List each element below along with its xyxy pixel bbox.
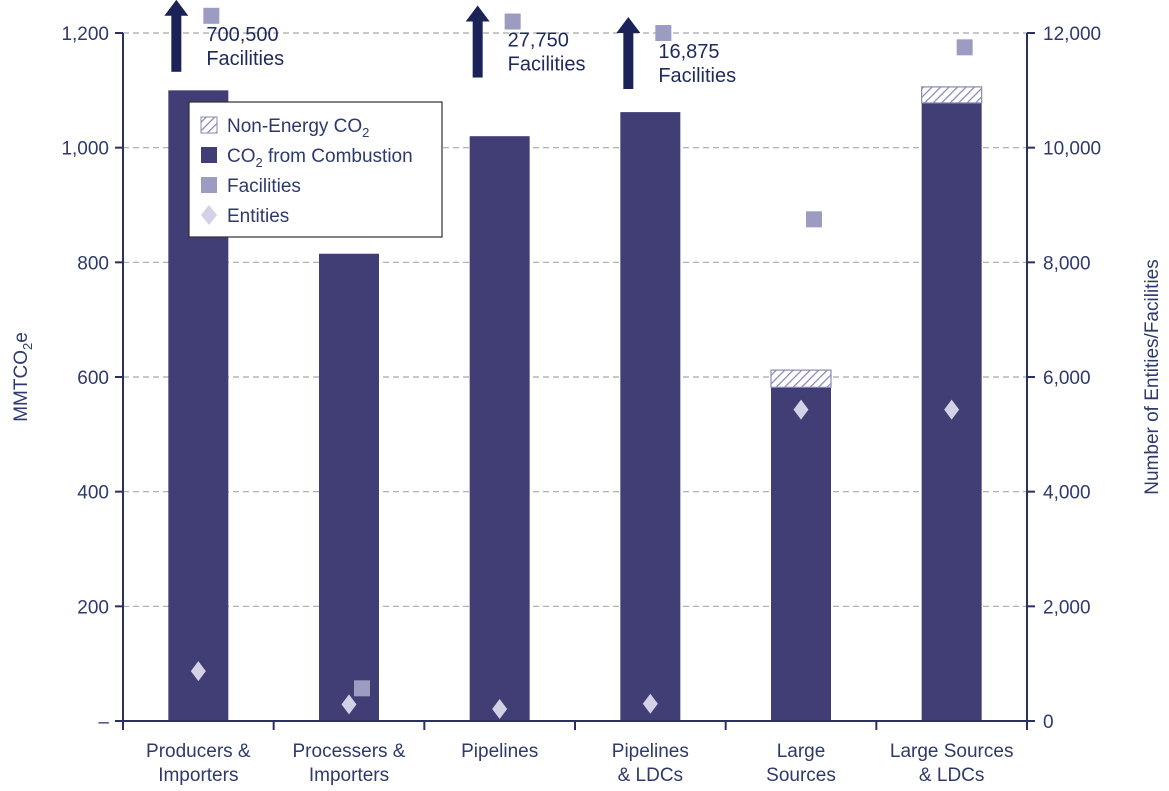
annotation-label: 700,500 xyxy=(206,24,278,46)
legend-label: Non-Energy CO2 xyxy=(227,116,369,140)
entity-marker xyxy=(190,661,206,682)
legend-swatch-diamond xyxy=(201,205,217,225)
entity-marker xyxy=(492,698,508,719)
facility-marker xyxy=(504,13,521,30)
right-tick-label: 0 xyxy=(1043,712,1054,733)
category-label: Processers & xyxy=(293,741,406,762)
category-label: & LDCs xyxy=(618,765,683,786)
annotation-label: 16,875 xyxy=(658,41,719,63)
y2-axis-title: Number of Entities/Facilities xyxy=(1142,259,1163,494)
axes: – 0 200 2,000 400 4,000 600 6,000 800 8,000 1,000 1… xyxy=(11,24,1163,786)
legend-label: Facilities xyxy=(227,176,301,197)
category-label: Large Sources xyxy=(890,741,1014,762)
facility-marker xyxy=(806,211,822,228)
legend: Non-Energy CO2 CO2 from Combustion Facilit… xyxy=(188,101,443,238)
markers xyxy=(190,7,973,719)
category-label: Importers xyxy=(158,765,238,786)
arrow-shaft xyxy=(472,20,483,78)
left-tick-label: 800 xyxy=(77,253,109,274)
legend-label: Entities xyxy=(227,206,289,227)
category-label: Importers xyxy=(309,765,389,786)
up-arrow-icon xyxy=(616,17,641,33)
arrow-shaft xyxy=(171,14,182,72)
arrow-shaft xyxy=(623,32,634,89)
bar-combustion xyxy=(771,387,831,721)
legend-label: CO2 from Combustion xyxy=(227,146,413,170)
right-tick-label: 10,000 xyxy=(1043,139,1101,160)
category-label: Sources xyxy=(766,765,836,786)
annotation-label: Facilities xyxy=(206,48,284,70)
category-label: Producers & xyxy=(146,741,251,762)
legend-swatch-square xyxy=(201,177,217,193)
entity-marker xyxy=(642,693,658,714)
bar-combustion xyxy=(319,253,379,721)
bar-non-energy xyxy=(770,369,832,388)
right-tick-label: 8,000 xyxy=(1043,253,1091,274)
bar-combustion xyxy=(469,136,530,721)
category-label: Large xyxy=(777,741,826,762)
facility-marker xyxy=(203,7,220,24)
y-axis-title: MMTCO2e xyxy=(11,332,35,422)
category-label: Pipelines xyxy=(612,741,689,762)
right-tick-label: 4,000 xyxy=(1043,483,1091,504)
entity-marker xyxy=(944,399,960,420)
facility-marker xyxy=(956,39,973,56)
up-arrow-icon xyxy=(465,5,490,22)
right-tick-label: 12,000 xyxy=(1043,24,1101,45)
annotation-label: Facilities xyxy=(508,54,586,76)
left-tick-label: – xyxy=(98,712,109,733)
bar-non-energy xyxy=(921,86,983,104)
left-tick-label: 200 xyxy=(77,597,109,618)
annotation-label: 27,750 xyxy=(508,30,569,52)
left-tick-label: 600 xyxy=(77,368,109,389)
entity-marker xyxy=(341,694,357,715)
annotations: 700,500Facilities27,750Facilities16,875F… xyxy=(164,0,736,89)
facility-marker xyxy=(655,25,672,41)
up-arrow-icon xyxy=(164,0,189,16)
right-tick-label: 6,000 xyxy=(1043,368,1091,389)
facility-marker xyxy=(354,680,370,697)
left-tick-label: 400 xyxy=(77,483,109,504)
legend-swatch-hatch xyxy=(200,116,218,134)
legend-box xyxy=(188,101,443,238)
right-tick-label: 2,000 xyxy=(1043,597,1091,618)
left-tick-label: 1,200 xyxy=(61,24,109,45)
entity-marker xyxy=(793,399,809,420)
category-label: & LDCs xyxy=(919,765,984,786)
legend-swatch-bar xyxy=(201,147,217,163)
left-tick-label: 1,000 xyxy=(61,139,109,160)
category-label: Pipelines xyxy=(461,741,538,762)
bar-combustion xyxy=(620,112,681,722)
bars xyxy=(168,86,983,722)
annotation-label: Facilities xyxy=(658,65,736,87)
